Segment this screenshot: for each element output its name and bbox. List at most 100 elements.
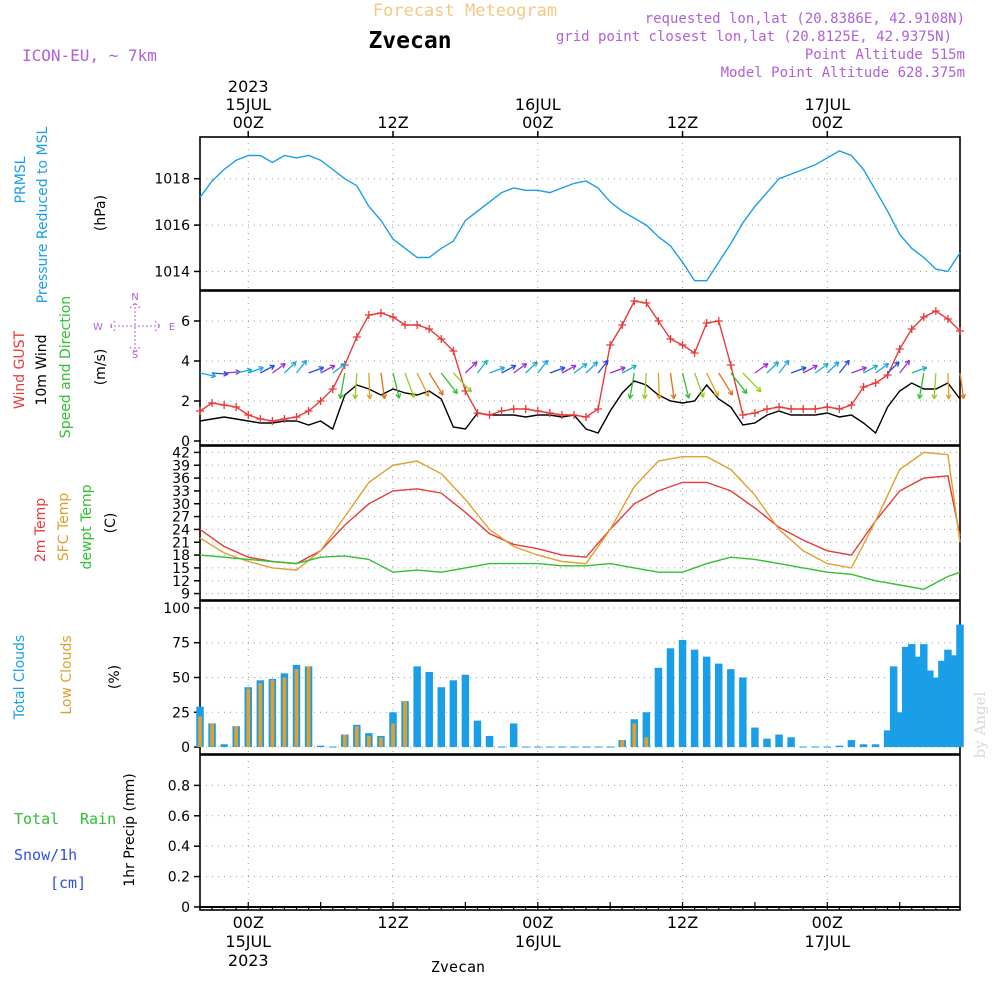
- wind-arrow: [887, 361, 900, 374]
- wind-arrow: [537, 359, 549, 374]
- gust-marker: [775, 403, 784, 411]
- gust-marker: [750, 409, 759, 417]
- y-tick-label: 0.2: [168, 870, 190, 886]
- wind-arrow: [354, 372, 358, 399]
- cloud-total-bar: [642, 712, 651, 748]
- wind-arrowhead: [784, 359, 790, 366]
- wind-arrowhead: [280, 362, 286, 369]
- wind-arrowhead: [603, 359, 609, 366]
- wind-arrowhead: [627, 393, 634, 400]
- gust-marker: [485, 411, 494, 419]
- cloud-total-bar: [926, 670, 934, 748]
- wind-arrowhead: [727, 389, 734, 396]
- wind-arrow: [271, 363, 286, 374]
- wind-arrow: [643, 372, 647, 399]
- gust-marker: [509, 405, 518, 413]
- wind-speed-line: [199, 380, 961, 435]
- gust-marker: [666, 335, 675, 343]
- y-tick-label: 39: [172, 458, 190, 474]
- x-tick-label: 15JUL: [225, 932, 271, 951]
- panel-frame: [199, 290, 961, 446]
- x-tick-label: 2023: [228, 77, 269, 96]
- panel-frame: [199, 445, 961, 601]
- wind-arrow: [260, 364, 275, 374]
- gust-marker: [364, 311, 373, 319]
- gust-marker: [606, 341, 615, 349]
- x-tick-label: 16JUL: [515, 95, 561, 114]
- wind-arrowhead: [699, 392, 705, 398]
- panel-2: 0 2 4 6: [181, 290, 967, 450]
- gust-marker: [557, 411, 566, 419]
- wind-arrowhead: [823, 362, 829, 369]
- point-altitude: Point Altitude 515m: [805, 47, 965, 63]
- gust-marker: [738, 411, 747, 419]
- gust-marker: [389, 313, 398, 321]
- x-tick-label: 17JUL: [804, 95, 850, 114]
- cloud-total-bar: [883, 730, 892, 748]
- wind-arrowhead: [318, 366, 325, 372]
- cloud-total-bar: [944, 649, 952, 748]
- cloud-low-bar: [246, 688, 251, 748]
- gust-marker: [533, 407, 542, 415]
- wind-arrowhead: [801, 366, 807, 372]
- cloud-low-bar: [644, 737, 649, 748]
- cloud-total-bar: [889, 666, 898, 748]
- y-tick-label: 30: [172, 497, 190, 513]
- wind-arrowhead: [471, 361, 478, 367]
- y-tick-label: 21: [172, 535, 190, 551]
- gust-marker: [316, 397, 325, 405]
- wind-arrowhead: [917, 393, 923, 400]
- y-tick-label: 0: [181, 740, 190, 756]
- compass-rose-icon: [109, 302, 161, 353]
- x-tick-label: 12Z: [667, 113, 698, 132]
- compass-w: W: [93, 322, 103, 333]
- y-tick-label: 4: [181, 354, 190, 370]
- gust-marker: [196, 407, 204, 415]
- temp-sfc-line: [199, 451, 961, 571]
- wind-arrowhead: [945, 394, 952, 400]
- x-tick-label: 00Z: [233, 913, 264, 932]
- panel1-label-desc: Pressure Reduced to MSL: [35, 126, 51, 303]
- cloud-low-bar: [391, 723, 395, 748]
- wind-arrowhead: [542, 359, 549, 366]
- cloud-total-bar: [654, 667, 663, 748]
- y-tick-label: 100: [163, 601, 190, 617]
- wind-gust-line: [199, 300, 961, 422]
- wind-arrowhead: [532, 361, 538, 367]
- wind-arrowhead: [482, 359, 488, 366]
- y-tick-label: 27: [172, 510, 190, 526]
- wind-arrow: [838, 359, 850, 374]
- dewpoint-line: [199, 554, 961, 591]
- gust-marker: [521, 405, 530, 413]
- cloud-low-bar: [306, 666, 311, 748]
- wind-arrowhead: [833, 361, 840, 367]
- cloud-total-bar: [938, 660, 946, 748]
- cloud-total-bar: [871, 744, 880, 748]
- cloud-low-bar: [210, 723, 214, 748]
- gust-marker: [678, 341, 687, 349]
- cloud-total-bar: [775, 734, 783, 748]
- gust-marker: [292, 413, 301, 421]
- cloud-low-bar: [354, 726, 359, 748]
- cloud-total-bar: [316, 745, 325, 748]
- panel5-label-rain: Rain: [80, 810, 116, 828]
- wind-arrow: [933, 372, 937, 399]
- chart-title: Forecast Meteogram: [373, 1, 557, 21]
- wind-arrow: [693, 372, 705, 398]
- cloud-total-bar: [787, 737, 795, 748]
- prmsl-line: [199, 150, 961, 282]
- cloud-low-bar: [234, 726, 239, 748]
- wind-arrowhead: [452, 388, 458, 395]
- wind-arrowhead: [570, 364, 577, 371]
- cloud-total-bar: [449, 680, 458, 748]
- wind-arrow: [863, 364, 878, 374]
- wind-arrow: [730, 372, 748, 394]
- wind-arrowhead: [337, 393, 344, 400]
- y-tick-label: 0: [181, 434, 190, 450]
- x-tick-label: 00Z: [522, 113, 553, 132]
- gust-marker: [871, 379, 880, 387]
- cloud-total-bar: [895, 712, 904, 748]
- panel-frame: [199, 136, 961, 291]
- gust-marker: [569, 411, 578, 419]
- cloud-total-bar: [908, 644, 916, 748]
